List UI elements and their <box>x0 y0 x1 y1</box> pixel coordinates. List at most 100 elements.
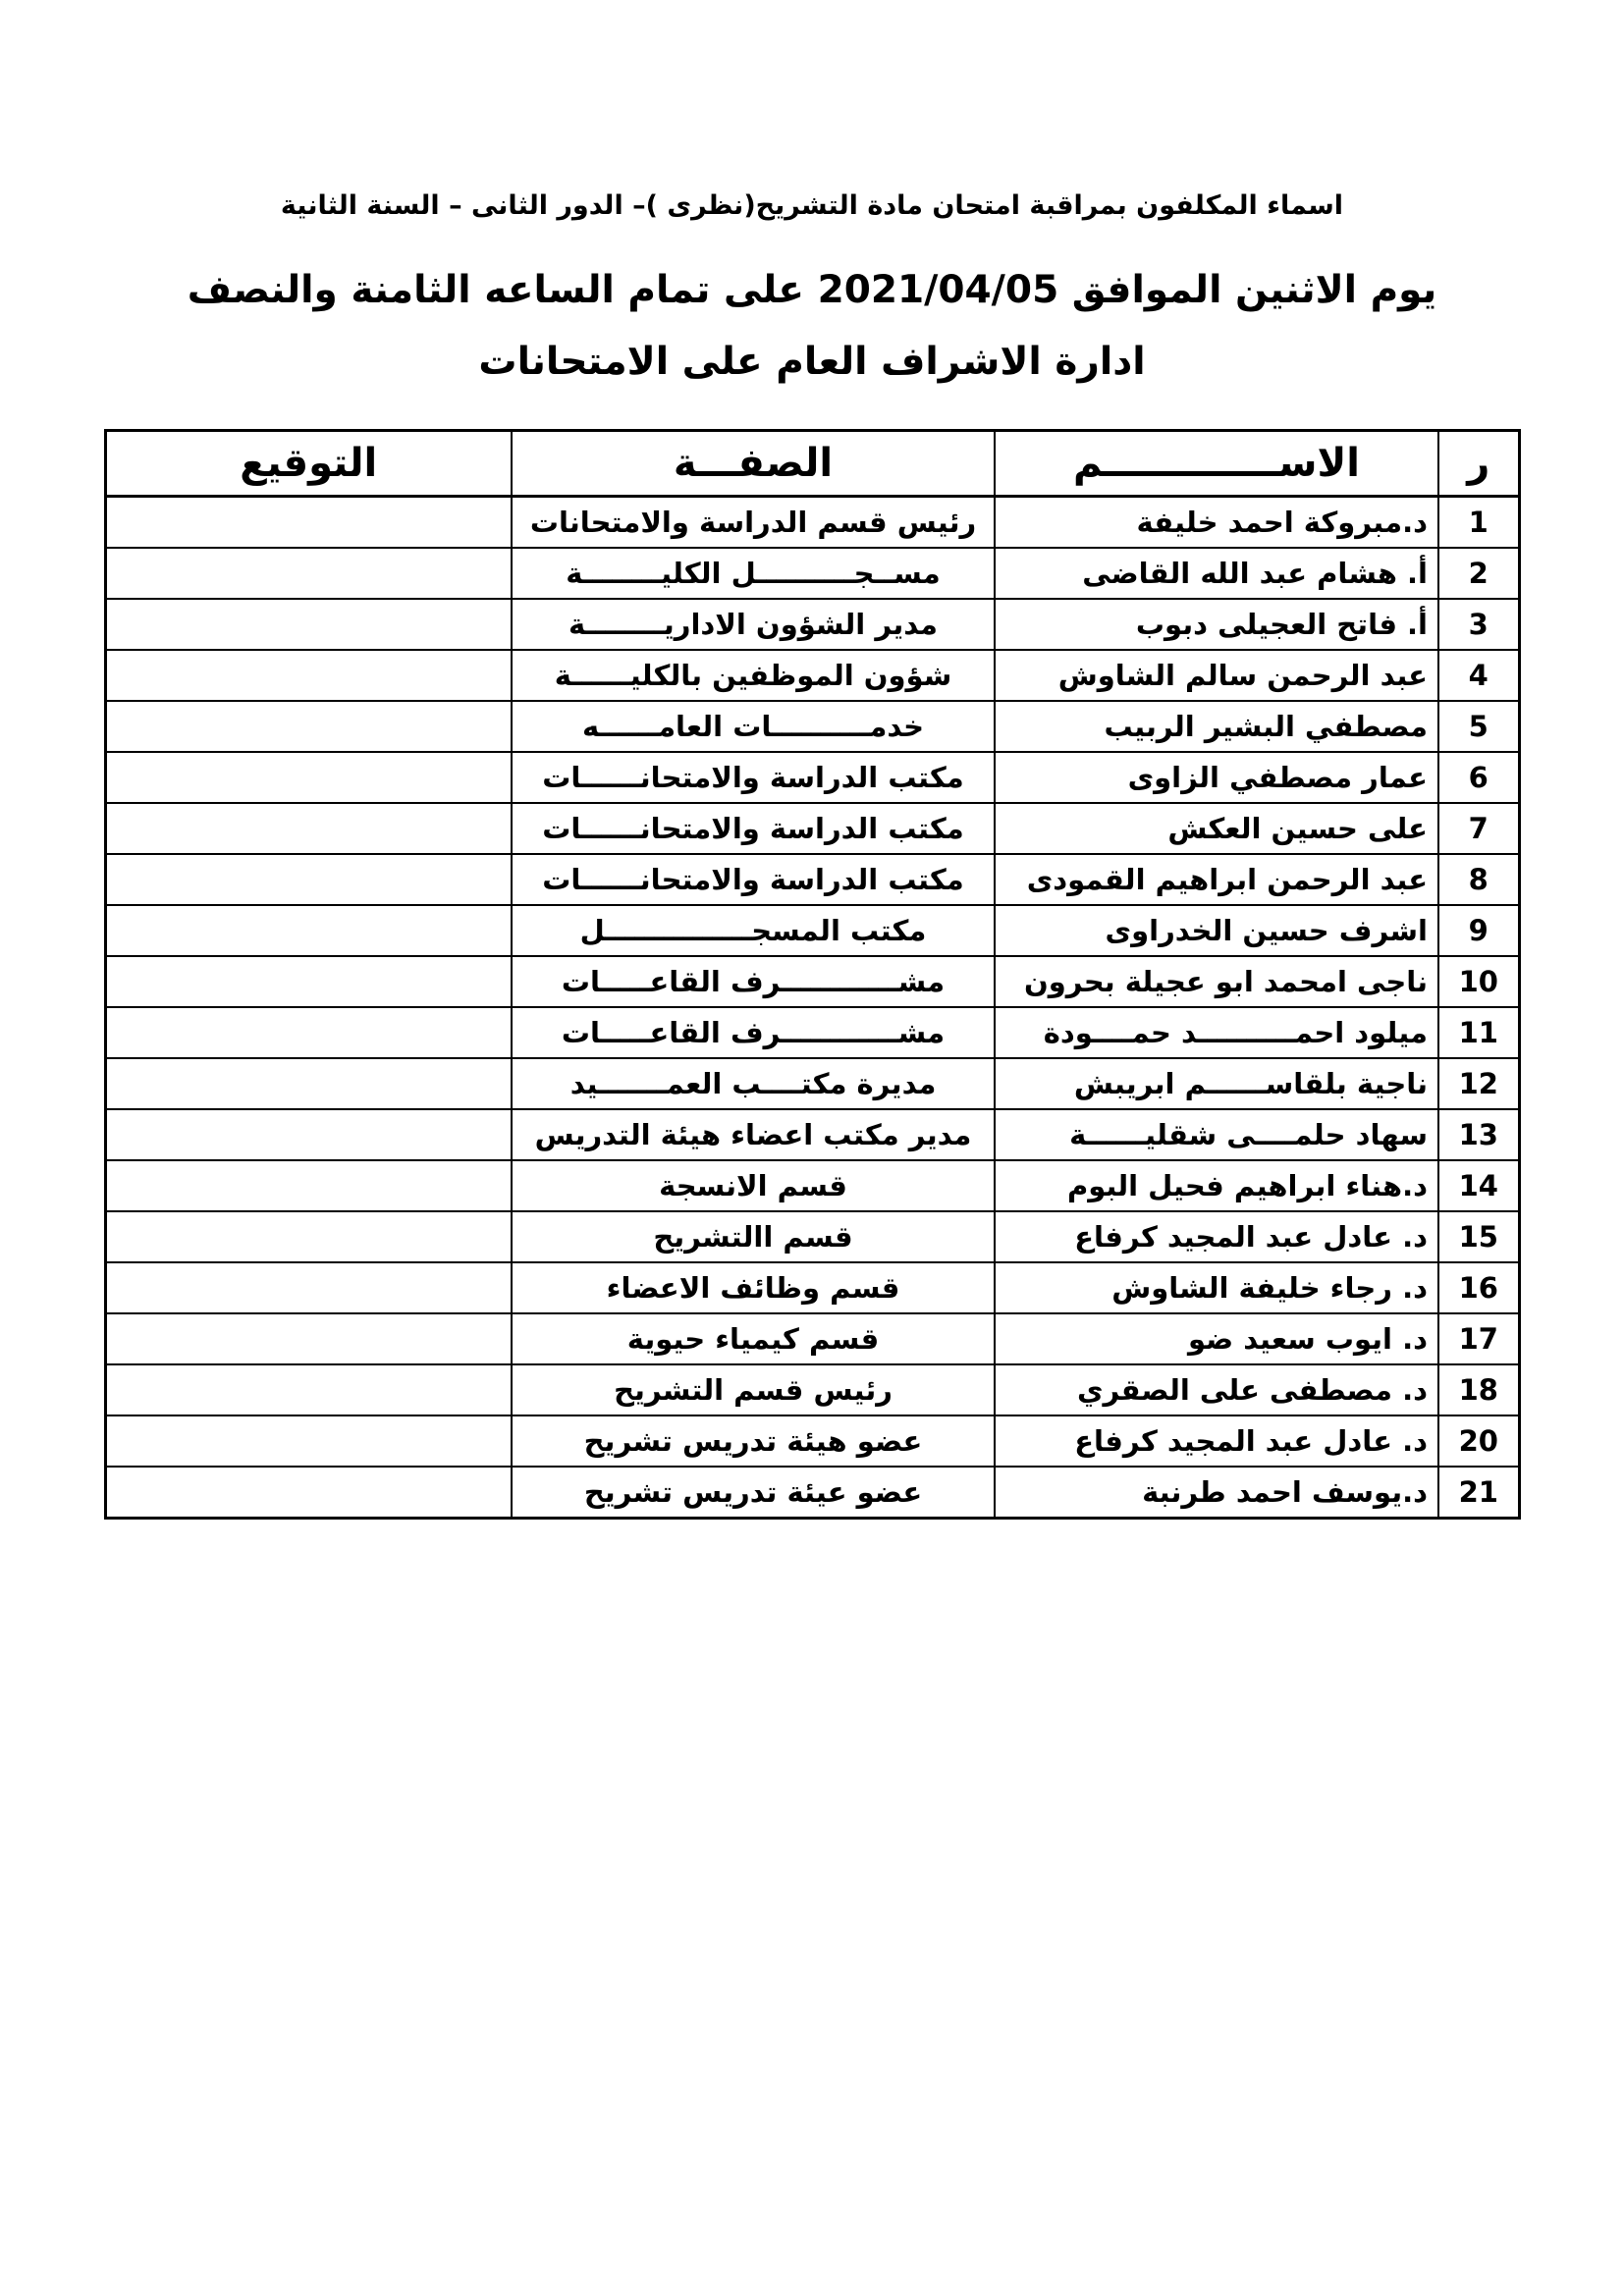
row-role-cell: مدير مكتب اعضاء هيئة التدريس <box>511 1107 996 1161</box>
row-number-cell: 1 <box>1437 495 1520 549</box>
row-name-cell: عبد الرحمن سالم الشاوش <box>994 648 1439 702</box>
row-role-cell: مكتب المسجـــــــــــــــل <box>511 903 996 957</box>
table-row: 13 سهاد حلمــــى شقليــــــة مدير مكتب ا… <box>104 1107 1520 1161</box>
table-row: 20 د. عادل عبد المجيد كرفاع عضو هيئة تدر… <box>104 1414 1520 1468</box>
row-name-cell: اشرف حسين الخدراوى <box>994 903 1439 957</box>
row-signature-cell <box>104 1158 513 1212</box>
row-role-cell: مشــــــــــــرف القاعـــــات <box>511 954 996 1008</box>
row-signature-cell <box>104 699 513 753</box>
row-role-cell: خدمــــــــــات العامــــــه <box>511 699 996 753</box>
table-row: 11 ميلود احمــــــــــد حمــــودة مشــــ… <box>104 1005 1520 1059</box>
row-signature-cell <box>104 903 513 957</box>
row-role-cell: قسم الانسجة <box>511 1158 996 1212</box>
row-signature-cell <box>104 1362 513 1416</box>
row-role-cell: مدير الشؤون الاداريــــــــة <box>511 597 996 651</box>
table-body: 1 د.مبروكة احمد خليفة رئيس قسم الدراسة و… <box>104 495 1520 1520</box>
row-signature-cell <box>104 1107 513 1161</box>
row-signature-cell <box>104 495 513 549</box>
row-number-cell: 2 <box>1437 546 1520 600</box>
row-role-cell: مكتب الدراسة والامتحانــــــات <box>511 750 996 804</box>
row-name-cell: مصطفي البشير الربيب <box>994 699 1439 753</box>
row-name-cell: د. عادل عبد المجيد كرفاع <box>994 1209 1439 1263</box>
row-role-cell: مشــــــــــــرف القاعـــــات <box>511 1005 996 1059</box>
row-number-cell: 4 <box>1437 648 1520 702</box>
table-row: 10 ناجى امحمد ابو عجيلة بحرون مشــــــــ… <box>104 954 1520 1008</box>
row-number-cell: 17 <box>1437 1311 1520 1365</box>
row-signature-cell <box>104 1311 513 1365</box>
row-role-cell: رئيس قسم التشريح <box>511 1362 996 1416</box>
row-signature-cell <box>104 648 513 702</box>
table-row: 15 د. عادل عبد المجيد كرفاع قسم االتشريح <box>104 1209 1520 1263</box>
row-number-cell: 20 <box>1437 1414 1520 1468</box>
row-number-cell: 10 <box>1437 954 1520 1008</box>
table-row: 8 عبد الرحمن ابراهيم القمودى مكتب الدراس… <box>104 852 1520 906</box>
row-signature-cell <box>104 954 513 1008</box>
row-signature-cell <box>104 546 513 600</box>
row-signature-cell <box>104 597 513 651</box>
row-role-cell: مديرة مكتــــب العمـــــــيد <box>511 1056 996 1110</box>
row-signature-cell <box>104 1414 513 1468</box>
table-row: 18 د. مصطفى على الصقري رئيس قسم التشريح <box>104 1362 1520 1416</box>
column-header-signature: التوقيع <box>104 429 513 498</box>
row-name-cell: أ. هشام عبد الله القاضى <box>994 546 1439 600</box>
row-number-cell: 7 <box>1437 801 1520 855</box>
row-name-cell: سهاد حلمــــى شقليــــــة <box>994 1107 1439 1161</box>
row-role-cell: عضو عيئة تدريس تشريح <box>511 1465 996 1520</box>
row-number-cell: 13 <box>1437 1107 1520 1161</box>
table-row: 9 اشرف حسين الخدراوى مكتب المسجـــــــــ… <box>104 903 1520 957</box>
document-title-line1: اسماء المكلفون بمراقبة امتحان مادة التشر… <box>280 190 1344 221</box>
row-signature-cell <box>104 1465 513 1520</box>
row-role-cell: مســجــــــــــل الكليــــــــة <box>511 546 996 600</box>
document-title-line3: ادارة الاشراف العام على الامتحانات <box>478 339 1146 384</box>
row-number-cell: 9 <box>1437 903 1520 957</box>
row-name-cell: عبد الرحمن ابراهيم القمودى <box>994 852 1439 906</box>
row-name-cell: د. مصطفى على الصقري <box>994 1362 1439 1416</box>
row-role-cell: قسم االتشريح <box>511 1209 996 1263</box>
row-number-cell: 16 <box>1437 1260 1520 1314</box>
row-role-cell: عضو هيئة تدريس تشريح <box>511 1414 996 1468</box>
table-row: 5 مصطفي البشير الربيب خدمــــــــــات ال… <box>104 699 1520 753</box>
table-row: 17 د. ايوب سعيد ضو قسم كيمياء حيوية <box>104 1311 1520 1365</box>
table-row: 3 أ. فاتح العجيلى دبوب مدير الشؤون الادا… <box>104 597 1520 651</box>
row-role-cell: قسم وظائف الاعضاء <box>511 1260 996 1314</box>
row-number-cell: 12 <box>1437 1056 1520 1110</box>
table-row: 21 د.يوسف احمد طرنبة عضو عيئة تدريس تشري… <box>104 1465 1520 1520</box>
row-signature-cell <box>104 801 513 855</box>
row-name-cell: د.مبروكة احمد خليفة <box>994 495 1439 549</box>
row-signature-cell <box>104 750 513 804</box>
row-signature-cell <box>104 1005 513 1059</box>
row-name-cell: ميلود احمــــــــــد حمــــودة <box>994 1005 1439 1059</box>
row-signature-cell <box>104 1209 513 1263</box>
column-header-name: الاســـــــــــــم <box>994 429 1439 498</box>
row-name-cell: د.هناء ابراهيم فحيل البوم <box>994 1158 1439 1212</box>
table-row: 1 د.مبروكة احمد خليفة رئيس قسم الدراسة و… <box>104 495 1520 549</box>
table-row: 6 عمار مصطفي الزاوى مكتب الدراسة والامتح… <box>104 750 1520 804</box>
row-role-cell: مكتب الدراسة والامتحانــــــات <box>511 852 996 906</box>
row-name-cell: على حسين العكش <box>994 801 1439 855</box>
row-role-cell: رئيس قسم الدراسة والامتحانات <box>511 495 996 549</box>
table-row: 4 عبد الرحمن سالم الشاوش شؤون الموظفين ب… <box>104 648 1520 702</box>
row-signature-cell <box>104 852 513 906</box>
row-number-cell: 15 <box>1437 1209 1520 1263</box>
row-signature-cell <box>104 1056 513 1110</box>
row-number-cell: 11 <box>1437 1005 1520 1059</box>
table-row: 7 على حسين العكش مكتب الدراسة والامتحانـ… <box>104 801 1520 855</box>
row-name-cell: د. رجاء خليفة الشاوش <box>994 1260 1439 1314</box>
row-number-cell: 5 <box>1437 699 1520 753</box>
supervisors-table: ر الاســـــــــــــم الصفـــة التوقيع 1 … <box>103 428 1521 1520</box>
row-name-cell: د. ايوب سعيد ضو <box>994 1311 1439 1365</box>
row-number-cell: 6 <box>1437 750 1520 804</box>
row-number-cell: 3 <box>1437 597 1520 651</box>
table-header-row: ر الاســـــــــــــم الصفـــة التوقيع <box>104 429 1520 498</box>
table-row: 12 ناجية بلقاســــــم ابريبش مديرة مكتــ… <box>104 1056 1520 1110</box>
row-name-cell: أ. فاتح العجيلى دبوب <box>994 597 1439 651</box>
document-title-line2: يوم الاثنين الموافق 2021/04/05 على تمام … <box>187 268 1437 313</box>
row-number-cell: 18 <box>1437 1362 1520 1416</box>
table-row: 16 د. رجاء خليفة الشاوش قسم وظائف الاعضا… <box>104 1260 1520 1314</box>
row-role-cell: قسم كيمياء حيوية <box>511 1311 996 1365</box>
row-name-cell: ناجية بلقاســــــم ابريبش <box>994 1056 1439 1110</box>
row-number-cell: 14 <box>1437 1158 1520 1212</box>
table-row: 14 د.هناء ابراهيم فحيل البوم قسم الانسجة <box>104 1158 1520 1212</box>
column-header-role: الصفـــة <box>511 429 996 498</box>
